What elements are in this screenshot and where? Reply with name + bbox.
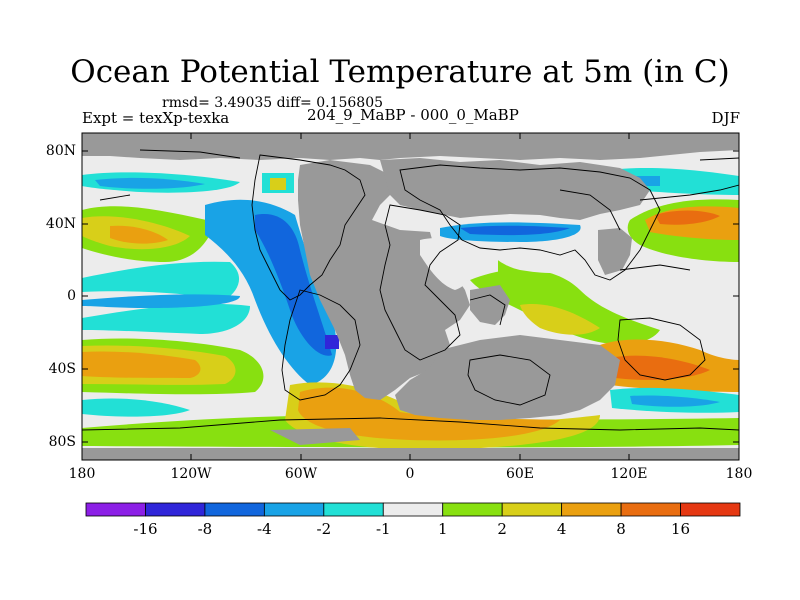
- gondwana-east: [395, 335, 620, 420]
- comparison-label: 204_9_MaBP - 000_0_MaBP: [307, 106, 519, 124]
- warm-patch-natl: [270, 178, 286, 190]
- colorbar-bin: [442, 502, 503, 517]
- south-cool-east-core: [630, 395, 720, 407]
- indian-ocean-core: [520, 304, 600, 335]
- colorbar-bin: [323, 502, 384, 517]
- npacific-east-peak: [655, 210, 720, 225]
- lon-tick-120w: 120W: [170, 466, 212, 482]
- colorbar: [85, 502, 741, 517]
- experiment-label: Expt = texXp-texka: [82, 109, 230, 127]
- colorbar-label: 16: [670, 520, 691, 538]
- colorbar-bin: [561, 502, 622, 517]
- cold-tongue-core: [255, 214, 332, 356]
- lat-tick-0: 0: [67, 288, 76, 304]
- gap-near-tethys: [420, 238, 472, 290]
- colorbar-bin: [145, 502, 206, 517]
- colorbar-label: 8: [616, 520, 626, 538]
- map-title: Ocean Potential Temperature at 5m (in C): [70, 54, 730, 90]
- colorbar-label: -16: [133, 520, 158, 538]
- cool-core-north: [95, 177, 205, 189]
- lat-tick-40s: 40S: [48, 361, 76, 377]
- lon-tick-60w: 60W: [284, 466, 318, 482]
- lat-tick-80n: 80N: [45, 143, 76, 159]
- australia-hot: [610, 355, 710, 380]
- cool-core-tropics: [82, 294, 240, 308]
- season-label: DJF: [711, 109, 740, 127]
- coastlines: [82, 149, 739, 431]
- colorbar-bin: [501, 502, 563, 517]
- colorbar-bin: [85, 502, 146, 517]
- cold-spot-south: [325, 335, 339, 349]
- lon-tick-180w: 180: [68, 466, 96, 482]
- colorbar-bin: [263, 502, 325, 517]
- cold-tongue: [205, 199, 337, 385]
- colorbar-label: 1: [437, 520, 448, 538]
- laurasia-east: [380, 158, 650, 220]
- asia-east-block: [598, 228, 632, 275]
- indian-ocean-warm: [470, 269, 660, 345]
- cool-band-south: [82, 303, 250, 334]
- lat-tick-80s: 80S: [48, 434, 76, 450]
- colorbar-bin: [204, 502, 265, 517]
- lon-tick-60e: 60E: [505, 466, 535, 482]
- stats-text: rmsd= 3.49035 diff= 0.156805: [162, 95, 384, 111]
- tethys-cold: [460, 225, 570, 236]
- cool-band-far-south: [82, 398, 190, 417]
- pangea-west: [298, 160, 470, 400]
- cool-band-tropics: [82, 261, 240, 300]
- colorbar-bin: [620, 502, 681, 517]
- gap-near-asia: [485, 243, 590, 274]
- lon-tick-120e: 120E: [610, 466, 648, 482]
- land-masses: [82, 133, 739, 460]
- colorbar-label: -1: [375, 520, 391, 538]
- colorbar-bin: [680, 502, 741, 517]
- lon-tick-0: 0: [405, 466, 415, 482]
- india-block: [470, 285, 510, 325]
- tick-marks: [82, 133, 739, 460]
- warm-peak-south: [82, 351, 201, 378]
- warm-peak-npacific: [110, 225, 168, 244]
- colorbar-label: 4: [556, 520, 567, 538]
- lat-tick-40n: 40N: [45, 216, 76, 232]
- lon-tick-180e: 180: [725, 466, 753, 482]
- colorbar-label: -4: [257, 520, 272, 538]
- colorbar-label: 2: [497, 520, 507, 538]
- colorbar-label: -2: [316, 520, 332, 538]
- colorbar-bin: [382, 502, 444, 517]
- map-fields: [82, 133, 739, 460]
- colorbar-label: -8: [197, 520, 213, 538]
- antarctic-block: [270, 428, 360, 445]
- south-atlantic-hot: [298, 387, 560, 441]
